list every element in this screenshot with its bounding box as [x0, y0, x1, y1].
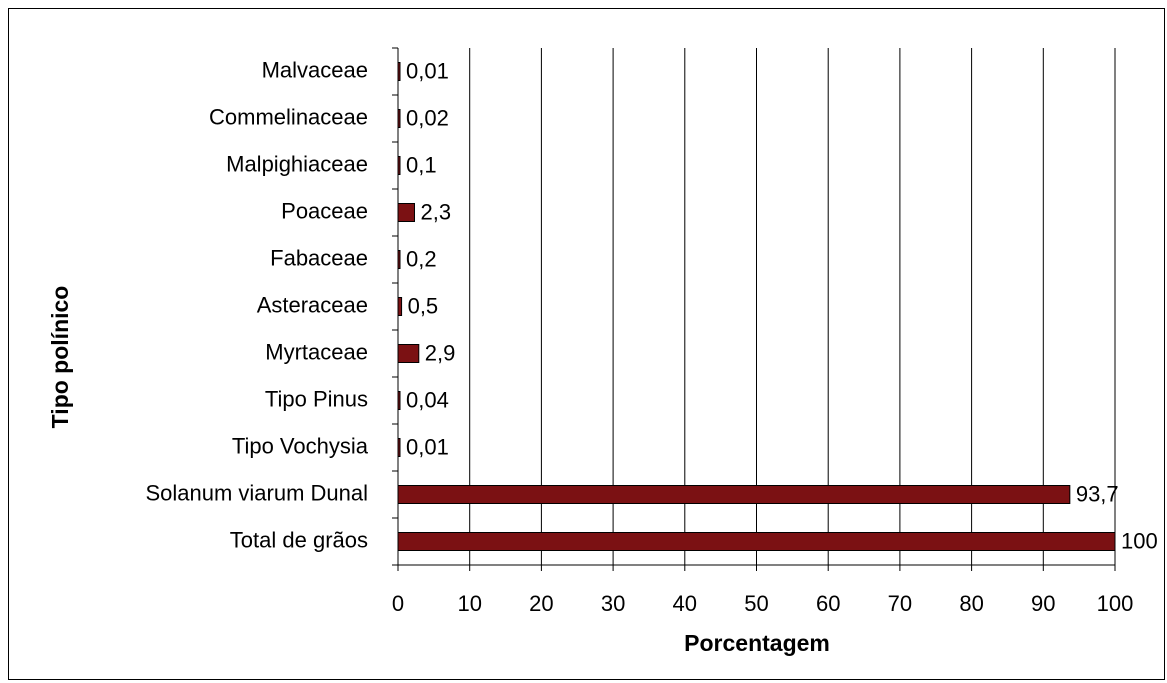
bar — [397, 156, 401, 175]
bar — [397, 297, 403, 316]
x-tick-label: 60 — [816, 591, 840, 616]
y-tick-label: Malpighiaceae — [226, 151, 368, 176]
data-label: 0,5 — [408, 293, 439, 318]
x-tick-label: 0 — [392, 591, 404, 616]
y-tick-label: Poaceae — [281, 198, 368, 223]
data-label: 93,7 — [1076, 481, 1119, 506]
bar — [397, 250, 401, 269]
bar — [397, 62, 401, 81]
y-tick-label: Tipo Vochysia — [232, 433, 369, 458]
bar — [397, 485, 1071, 504]
bar — [397, 109, 401, 128]
y-tick-label: Fabaceae — [270, 245, 368, 270]
y-tick-label: Tipo Pinus — [265, 386, 368, 411]
bar — [397, 203, 415, 222]
x-tick-label: 30 — [601, 591, 625, 616]
data-label: 100 — [1121, 528, 1158, 553]
y-tick-label: Commelinaceae — [209, 104, 368, 129]
x-tick-label: 90 — [1031, 591, 1055, 616]
data-label: 0,01 — [406, 58, 449, 83]
data-label: 0,02 — [406, 105, 449, 130]
y-tick-label: Total de grãos — [230, 527, 368, 552]
y-tick-label: Myrtaceae — [265, 339, 368, 364]
x-tick-label: 40 — [673, 591, 697, 616]
x-axis-title: Porcentagem — [684, 630, 830, 656]
chart-frame — [8, 8, 1165, 680]
data-label: 0,04 — [406, 387, 449, 412]
bar — [397, 344, 420, 363]
bar — [397, 532, 1116, 551]
data-label: 2,3 — [420, 199, 451, 224]
y-axis-title: Tipo polínico — [47, 286, 73, 429]
bar — [397, 391, 401, 410]
data-label: 0,01 — [406, 434, 449, 459]
bar — [397, 438, 401, 457]
y-tick-label: Asteraceae — [257, 292, 368, 317]
y-tick-label: Malvaceae — [262, 57, 368, 82]
x-tick-label: 10 — [457, 591, 481, 616]
x-tick-label: 100 — [1097, 591, 1134, 616]
x-tick-label: 50 — [744, 591, 768, 616]
x-tick-label: 70 — [888, 591, 912, 616]
y-tick-label: Solanum viarum Dunal — [145, 480, 368, 505]
x-tick-label: 20 — [529, 591, 553, 616]
data-label: 0,2 — [406, 246, 437, 271]
data-label: 0,1 — [406, 152, 437, 177]
data-label: 2,9 — [425, 340, 456, 365]
x-tick-label: 80 — [959, 591, 983, 616]
